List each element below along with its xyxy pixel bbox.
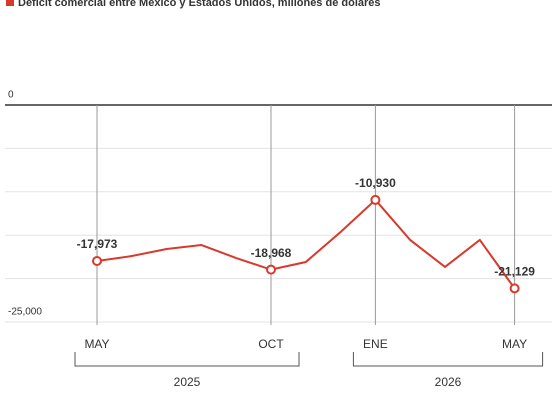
year-label: 2026 bbox=[435, 375, 462, 389]
y-tick-label: -25,000 bbox=[8, 307, 42, 318]
data-label: -10,930 bbox=[355, 176, 396, 190]
year-bracket bbox=[352, 352, 544, 367]
line bbox=[96, 198, 516, 289]
data-label: -17,973 bbox=[77, 237, 118, 251]
year-label: 2025 bbox=[174, 375, 201, 389]
x-tick-label: MAY bbox=[502, 337, 527, 351]
year-bracket bbox=[74, 352, 300, 367]
x-tick-label: ENE bbox=[363, 337, 388, 351]
chart-title: Déficit comercial entre México y Estados… bbox=[18, 0, 381, 9]
y-tick-label: 0 bbox=[8, 90, 14, 101]
point bbox=[370, 194, 381, 205]
data-label: -18,968 bbox=[251, 246, 292, 260]
x-tick-label: OCT bbox=[258, 337, 284, 351]
point bbox=[266, 264, 276, 275]
x-tick-label: MAY bbox=[84, 337, 109, 351]
point bbox=[92, 256, 102, 267]
point bbox=[509, 283, 520, 294]
title-marker bbox=[6, 0, 14, 6]
data-label: -21,129 bbox=[494, 265, 535, 279]
